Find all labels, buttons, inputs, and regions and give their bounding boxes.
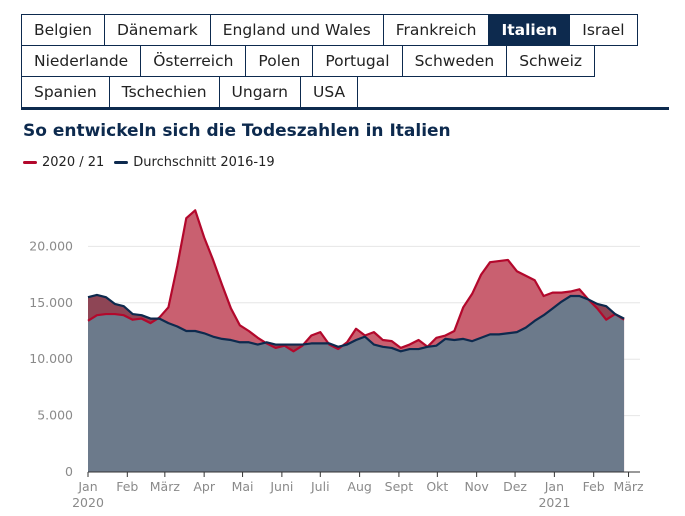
tab-österreich[interactable]: Österreich [140,45,247,77]
x-tick-year-label: 2020 [72,495,104,510]
tab-usa[interactable]: USA [299,76,359,108]
x-tick-label: März [613,479,644,494]
tab-niederlande[interactable]: Niederlande [21,45,142,77]
legend-label-average: Durchschnitt 2016-19 [133,155,275,170]
tab-tschechien[interactable]: Tschechien [108,76,220,108]
tab-belgien[interactable]: Belgien [21,14,105,46]
x-tick-year-label: 2021 [538,495,570,510]
legend-swatch-navy [114,161,129,164]
x-tick-label: Apr [193,479,215,494]
x-tick-label: Juli [310,479,330,494]
tab-england-und-wales[interactable]: England und Wales [209,14,384,46]
legend-label-2020: 2020 / 21 [42,155,105,170]
x-tick-label: Mai [232,479,254,494]
x-tick-label: Jan [77,479,97,494]
legend-swatch-red [23,161,37,164]
tab-israel[interactable]: Israel [569,14,638,46]
x-tick-label: Aug [347,479,371,494]
x-tick-label: Sept [385,479,414,494]
chart-legend: 2020 / 21 Durchschnitt 2016-19 [23,155,285,170]
chart-title: So entwickeln sich die Todeszahlen in It… [23,121,451,141]
y-tick-label: 20.000 [29,238,73,253]
tab-polen[interactable]: Polen [245,45,314,77]
tab-schweden[interactable]: Schweden [401,45,508,77]
line-average [87,293,625,353]
legend-item-2020: 2020 / 21 [23,155,104,170]
x-tick-label: Okt [426,479,448,494]
x-tick-label: Feb [583,479,605,494]
line-2020 [87,209,625,353]
tab-row: Belgien Dänemark England und Wales Frankrei… [21,14,669,46]
tab-spanien[interactable]: Spanien [21,76,110,108]
y-tick-label: 10.000 [29,351,73,366]
y-tick-label: 0 [65,464,73,479]
tab-schweiz[interactable]: Schweiz [506,45,596,77]
tab-row: Niederlande Österreich Polen Portugal Schwed… [21,45,669,77]
x-tick-label: Juni [269,479,293,494]
legend-item-average: Durchschnitt 2016-19 [114,155,275,170]
x-tick-label: Nov [464,479,489,494]
country-tabs: Belgien Dänemark England und Wales Frankrei… [21,14,669,108]
y-tick-label: 5.000 [37,408,73,423]
x-tick-label: Jan [544,479,564,494]
tab-row: Spanien Tschechien Ungarn USA [21,76,669,108]
x-tick-label: März [150,479,181,494]
tab-underline [21,107,669,110]
x-tick-label: Feb [116,479,138,494]
line-layer [87,209,625,353]
tab-portugal[interactable]: Portugal [312,45,403,77]
x-tick-label: Dez [503,479,527,494]
y-tick-label: 15.000 [29,295,73,310]
tab-italien[interactable]: Italien [488,14,571,46]
